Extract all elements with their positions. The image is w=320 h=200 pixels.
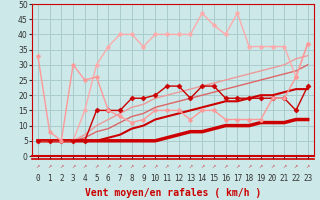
Text: 12: 12: [174, 174, 183, 183]
Text: ↗: ↗: [270, 163, 275, 169]
Text: ↗: ↗: [36, 163, 40, 169]
Text: ↗: ↗: [177, 163, 181, 169]
Text: 11: 11: [162, 174, 172, 183]
Text: 4: 4: [83, 174, 87, 183]
Text: ↗: ↗: [294, 163, 298, 169]
Text: 17: 17: [233, 174, 242, 183]
Text: ↗: ↗: [106, 163, 110, 169]
Text: ↗: ↗: [235, 163, 239, 169]
Text: 18: 18: [244, 174, 254, 183]
Text: 7: 7: [118, 174, 122, 183]
Text: ↗: ↗: [118, 163, 122, 169]
Text: 14: 14: [197, 174, 207, 183]
Text: 6: 6: [106, 174, 111, 183]
Text: 21: 21: [280, 174, 289, 183]
Text: Vent moyen/en rafales ( km/h ): Vent moyen/en rafales ( km/h ): [85, 188, 261, 198]
Text: 9: 9: [141, 174, 146, 183]
Text: ↗: ↗: [130, 163, 134, 169]
Text: 15: 15: [209, 174, 219, 183]
Text: ↗: ↗: [188, 163, 193, 169]
Text: ↗: ↗: [153, 163, 157, 169]
Text: 5: 5: [94, 174, 99, 183]
Text: 8: 8: [129, 174, 134, 183]
Text: ↗: ↗: [141, 163, 146, 169]
Text: 13: 13: [186, 174, 195, 183]
Text: 3: 3: [71, 174, 76, 183]
Text: ↗: ↗: [71, 163, 75, 169]
Text: 20: 20: [268, 174, 277, 183]
Text: ↗: ↗: [306, 163, 310, 169]
Text: 10: 10: [151, 174, 160, 183]
Text: ↗: ↗: [59, 163, 63, 169]
Text: 23: 23: [303, 174, 312, 183]
Text: ↗: ↗: [212, 163, 216, 169]
Text: ↗: ↗: [282, 163, 286, 169]
Text: ↗: ↗: [83, 163, 87, 169]
Text: ↗: ↗: [223, 163, 228, 169]
Text: ↗: ↗: [200, 163, 204, 169]
Text: 0: 0: [36, 174, 40, 183]
Text: 16: 16: [221, 174, 230, 183]
Text: 22: 22: [292, 174, 300, 183]
Text: ↗: ↗: [259, 163, 263, 169]
Text: ↗: ↗: [47, 163, 52, 169]
Text: ↗: ↗: [94, 163, 99, 169]
Text: ↗: ↗: [247, 163, 251, 169]
Text: ↗: ↗: [165, 163, 169, 169]
Text: 2: 2: [59, 174, 64, 183]
Text: 19: 19: [256, 174, 265, 183]
Text: 1: 1: [47, 174, 52, 183]
